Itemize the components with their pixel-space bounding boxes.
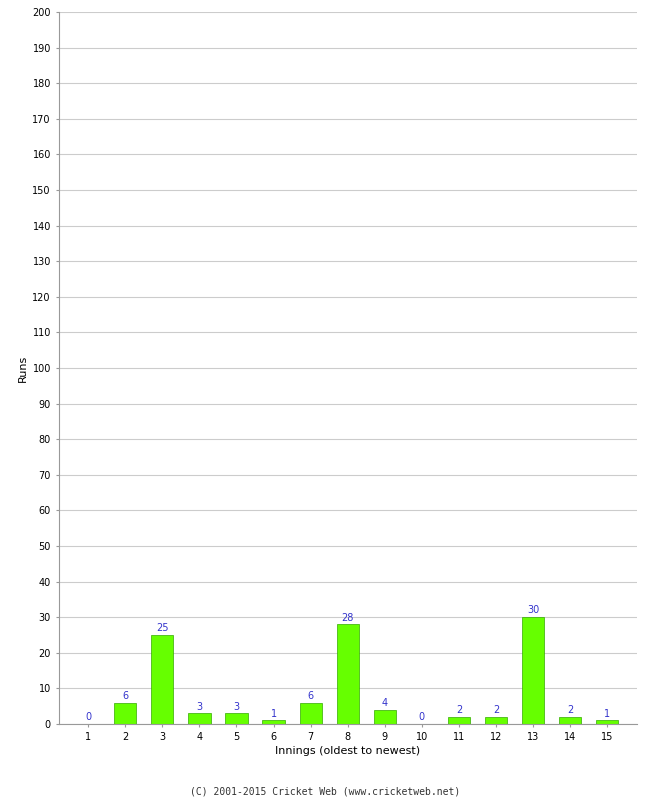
Bar — [300, 702, 322, 724]
X-axis label: Innings (oldest to newest): Innings (oldest to newest) — [275, 746, 421, 756]
Text: 30: 30 — [527, 606, 540, 615]
Bar — [522, 618, 544, 724]
Text: 1: 1 — [270, 709, 277, 718]
Text: (C) 2001-2015 Cricket Web (www.cricketweb.net): (C) 2001-2015 Cricket Web (www.cricketwe… — [190, 786, 460, 796]
Bar — [448, 717, 470, 724]
Bar — [114, 702, 136, 724]
Y-axis label: Runs: Runs — [18, 354, 28, 382]
Text: 0: 0 — [85, 712, 91, 722]
Text: 2: 2 — [493, 705, 499, 715]
Text: 6: 6 — [307, 691, 314, 701]
Text: 3: 3 — [196, 702, 203, 711]
Bar — [337, 624, 359, 724]
Bar — [485, 717, 507, 724]
Text: 4: 4 — [382, 698, 388, 708]
Text: 3: 3 — [233, 702, 240, 711]
Bar — [559, 717, 581, 724]
Text: 25: 25 — [156, 623, 168, 634]
Text: 6: 6 — [122, 691, 128, 701]
Text: 2: 2 — [456, 705, 462, 715]
Bar — [596, 721, 618, 724]
Bar — [226, 714, 248, 724]
Text: 2: 2 — [567, 705, 573, 715]
Bar — [151, 635, 174, 724]
Text: 28: 28 — [341, 613, 354, 622]
Text: 0: 0 — [419, 712, 425, 722]
Bar — [263, 721, 285, 724]
Text: 1: 1 — [604, 709, 610, 718]
Bar — [374, 710, 396, 724]
Bar — [188, 714, 211, 724]
